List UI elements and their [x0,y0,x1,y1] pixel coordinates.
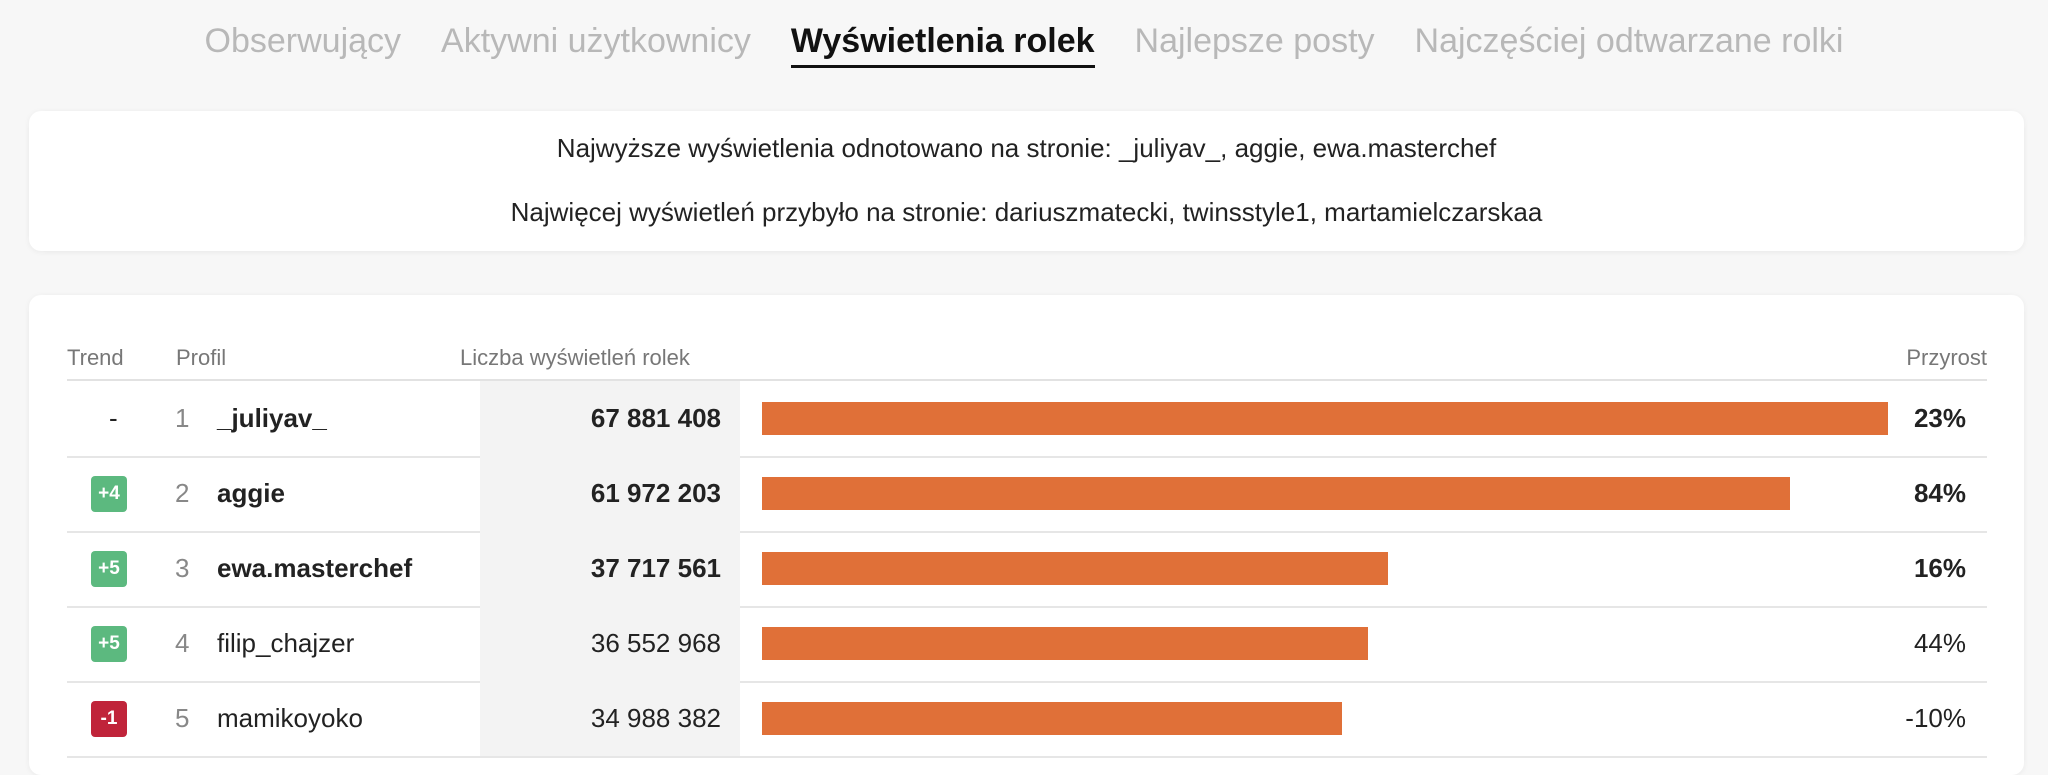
rank: 3 [175,553,190,583]
growth-value: 16% [1913,553,1966,583]
header-divider [67,379,1987,381]
header-growth: Przyrost [1906,345,1987,370]
views-value: 67 881 408 [590,403,721,433]
bar [762,702,1343,735]
tab-bar: Obserwujący Aktywni użytkownicy Wyświetlen… [0,22,2048,68]
table-row: -1 5 mamikoyoko 34 988 382 -10% [67,681,1987,758]
views-cell-bg [480,531,740,606]
tab[interactable]: Najlepsze posty [1134,22,1375,60]
growth-value: -10% [1905,703,1966,733]
tab[interactable]: Obserwujący [204,22,402,60]
growth-value: 84% [1913,478,1966,508]
views-cell-bg [480,681,740,756]
profile-name[interactable]: _juliyav_ [217,403,327,433]
page-body: Obserwujący Aktywni użytkownicy Wyświetlen… [0,22,2048,758]
rank: 4 [175,628,190,658]
bar [762,552,1388,585]
rank: 2 [175,478,190,508]
trend-text: - [109,403,118,433]
header-views: Liczba wyświetleń rolek [460,345,690,370]
info-line: Najwyższe wyświetlenia odnotowano na str… [556,133,1497,163]
table-row: +5 3 ewa.masterchef 37 717 561 16% [67,531,1987,608]
profile-name[interactable]: ewa.masterchef [217,553,413,583]
table-row: +5 4 filip_chajzer 36 552 968 44% [67,606,1987,683]
table-row: - 1 _juliyav_ 67 881 408 23% [67,381,1987,458]
views-value: 61 972 203 [590,478,721,508]
views-cell-bg [480,381,740,456]
tab[interactable]: Najczęściej odtwarzane rolki [1414,22,1844,60]
growth-value: 44% [1913,628,1966,658]
trend-badge: +4 [91,476,127,512]
info-line: Najwięcej wyświetleń przybyło na stronie… [510,197,1543,227]
header-trend: Trend [67,345,124,370]
trend-badge: +5 [91,626,127,662]
bar [762,627,1369,660]
rank: 1 [175,403,190,433]
ranking-table: Trend Profil Liczba wyświetleń rolek Prz… [29,295,2024,775]
views-value: 37 717 561 [590,553,721,583]
profile-name[interactable]: aggie [217,478,285,508]
bar [762,402,1888,435]
views-value: 34 988 382 [590,703,721,733]
growth-value: 23% [1913,403,1966,433]
table-row: +4 2 aggie 61 972 203 84% [67,456,1987,533]
rank: 5 [175,703,190,733]
bar [762,477,1790,510]
tab[interactable]: Wyświetlenia rolek [790,22,1095,68]
views-cell-bg [480,606,740,681]
page: {"tabs": [ {"label": "Obserwujący", "act… [0,22,2048,758]
profile-name[interactable]: filip_chajzer [217,628,355,658]
header-profile: Profil [176,345,227,370]
trend-badge: +5 [91,551,127,587]
trend-badge: -1 [91,701,127,737]
profile-name[interactable]: mamikoyoko [217,703,363,733]
tab[interactable]: Aktywni użytkownicy [441,22,751,60]
info-card: Najwyższe wyświetlenia odnotowano na str… [29,111,2024,251]
views-cell-bg [480,456,740,531]
views-value: 36 552 968 [590,628,721,658]
